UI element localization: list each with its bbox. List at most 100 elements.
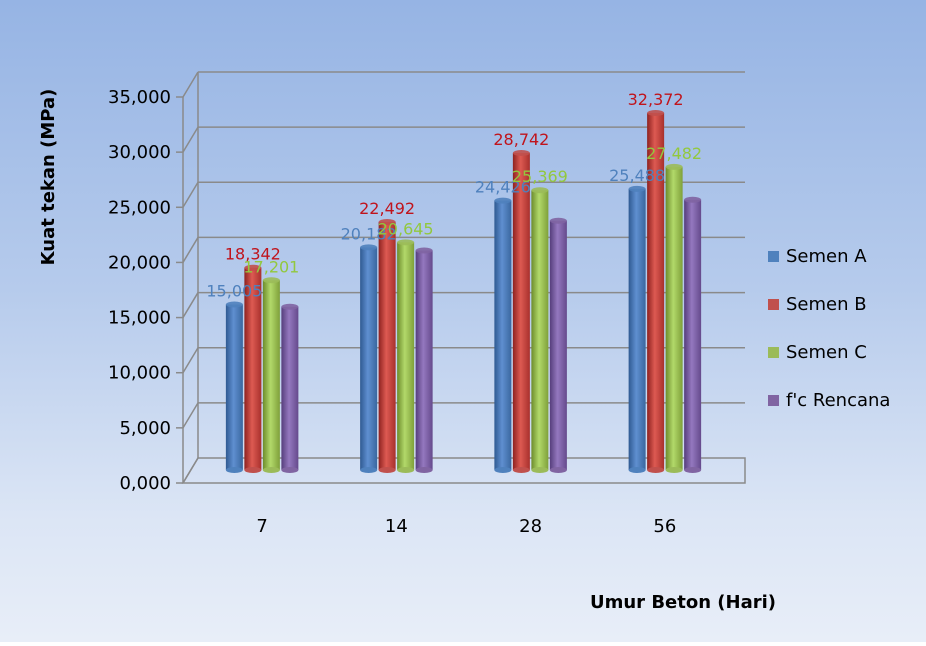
bar-base <box>684 467 702 473</box>
bar-cap <box>647 109 665 116</box>
data-label: 17,201 <box>243 257 299 276</box>
data-label: 20,645 <box>378 219 434 238</box>
bar <box>378 218 396 473</box>
data-label: 18,342 <box>225 245 281 264</box>
bar-base <box>262 467 280 473</box>
legend-swatch <box>768 395 779 406</box>
bar-body <box>684 199 702 471</box>
bar-body <box>281 306 299 470</box>
y-tick-label: 5,000 <box>119 418 171 439</box>
data-label: 25,488 <box>609 166 665 185</box>
data-label: 28,742 <box>493 130 549 149</box>
y-tick-label: 10,000 <box>108 363 171 384</box>
gridline-side <box>182 181 199 208</box>
bar <box>360 244 378 473</box>
bar-cap <box>549 217 567 224</box>
y-axis-title: Kuat tekan (MPa) <box>38 89 59 266</box>
bar-base <box>647 467 665 473</box>
y-tick-label: 0,000 <box>119 473 171 494</box>
bar-cap <box>531 187 549 194</box>
bar-body <box>397 242 415 470</box>
bar-base <box>494 467 512 473</box>
bar <box>244 264 262 473</box>
bar-base <box>244 467 262 473</box>
y-tick-label: 25,000 <box>108 197 171 218</box>
bar <box>397 239 415 473</box>
bar-cap <box>684 196 702 203</box>
gridline-side <box>182 71 199 98</box>
bar-body <box>378 221 396 470</box>
bar <box>512 150 530 473</box>
x-tick-label: 7 <box>256 516 267 537</box>
bar <box>647 109 665 473</box>
gridline-side <box>182 292 199 318</box>
data-label: 15,005 <box>206 282 262 301</box>
bar <box>262 277 280 473</box>
bar-cap <box>397 239 415 246</box>
legend-swatch <box>768 299 779 310</box>
legend-label: Semen A <box>786 246 867 267</box>
bar-base <box>225 467 243 473</box>
bar <box>665 163 683 473</box>
bar-body <box>512 153 530 471</box>
bar-body <box>494 200 512 470</box>
x-axis-title: Umur Beton (Hari) <box>590 592 776 613</box>
bar-base <box>549 467 567 473</box>
legend-swatch <box>768 251 779 262</box>
legend-label: f'c Rencana <box>786 390 890 411</box>
gridline-side <box>182 347 199 374</box>
bar-body <box>262 280 280 470</box>
gridline-side <box>182 402 199 429</box>
bar-cap <box>415 247 433 254</box>
legend-label: Semen C <box>786 342 867 363</box>
bar <box>531 187 549 473</box>
data-label: 25,369 <box>512 167 568 186</box>
x-tick-label: 28 <box>519 516 542 537</box>
bar-body <box>225 304 243 470</box>
bar-cap <box>512 150 530 157</box>
y-tick-label: 35,000 <box>108 87 171 108</box>
data-label: 27,482 <box>646 144 702 163</box>
bar-body <box>647 112 665 470</box>
bar-cap <box>378 218 396 225</box>
data-label: 32,372 <box>628 90 684 109</box>
bar-body <box>415 250 433 470</box>
bar-body <box>665 166 683 471</box>
x-tick-label: 14 <box>385 516 408 537</box>
data-label: 22,492 <box>359 199 415 218</box>
bar-cap <box>244 264 262 271</box>
bar-body <box>360 247 378 470</box>
y-tick-label: 20,000 <box>108 252 171 273</box>
bar-base <box>360 467 378 473</box>
bar-base <box>415 467 433 473</box>
legend-label: Semen B <box>786 294 867 315</box>
bar <box>494 197 512 473</box>
bar-base <box>281 467 299 473</box>
bar <box>225 301 243 473</box>
bar-cap <box>281 303 299 310</box>
x-tick-label: 56 <box>653 516 676 537</box>
bar <box>684 196 702 473</box>
bar-body <box>244 267 262 470</box>
bar-base <box>378 467 396 473</box>
bar-cap <box>360 244 378 251</box>
bar <box>281 303 299 473</box>
bar <box>415 247 433 473</box>
bar-cap <box>225 301 243 308</box>
data-label: 20,182 <box>341 224 397 243</box>
bar-base <box>665 467 683 473</box>
bar-body <box>628 188 646 470</box>
bar-base <box>531 467 549 473</box>
y-tick-label: 15,000 <box>108 308 171 329</box>
bar-cap <box>494 197 512 204</box>
gridline-side <box>182 237 199 263</box>
bar <box>628 185 646 473</box>
bar-base <box>397 467 415 473</box>
bar-cap <box>665 163 683 170</box>
bar-cap <box>628 185 646 192</box>
bar-base <box>628 467 646 473</box>
legend-swatch <box>768 347 779 358</box>
data-label: 24,426 <box>475 178 531 197</box>
